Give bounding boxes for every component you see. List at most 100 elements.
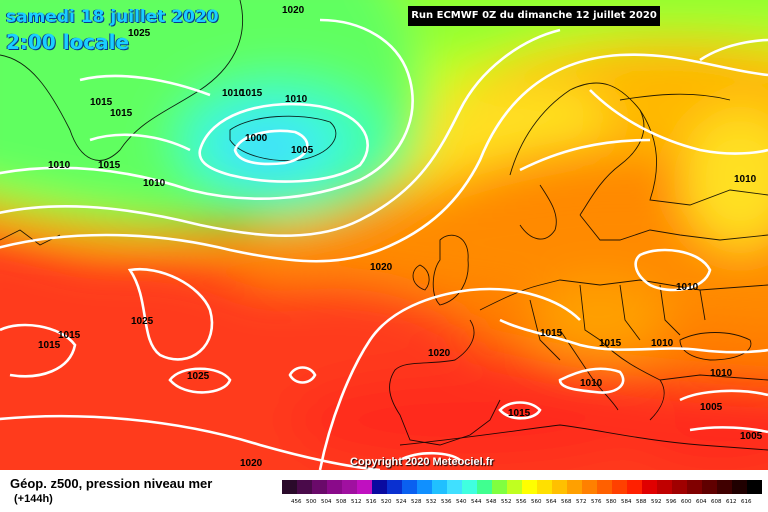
pressure-label: 1010 (580, 378, 603, 389)
color-scale-label: 572 (576, 499, 587, 505)
color-swatch (372, 480, 387, 494)
color-scale-label: 560 (531, 499, 542, 505)
color-swatch (522, 480, 537, 494)
color-swatch (297, 480, 312, 494)
color-swatch (732, 480, 747, 494)
pressure-label: 1010 (734, 174, 757, 185)
color-swatch (462, 480, 477, 494)
color-scale-label: 536 (441, 499, 452, 505)
pressure-label: 1010 (48, 160, 71, 171)
color-scale-label: 532 (426, 499, 437, 505)
color-swatch (642, 480, 657, 494)
color-scale-label: 512 (351, 499, 362, 505)
color-swatch (687, 480, 702, 494)
color-swatch (477, 480, 492, 494)
color-swatch (702, 480, 717, 494)
pressure-label: 1015 (38, 340, 61, 351)
color-scale-label: 564 (546, 499, 557, 505)
color-swatch (417, 480, 432, 494)
run-info-box: Run ECMWF 0Z du dimanche 12 juillet 2020 (408, 6, 660, 26)
color-swatch (747, 480, 762, 494)
isobars (0, 18, 768, 470)
color-swatch (537, 480, 552, 494)
color-swatch (432, 480, 447, 494)
pressure-label: 1010 (143, 178, 166, 189)
color-scale-label: 540 (456, 499, 467, 505)
color-swatch (612, 480, 627, 494)
color-swatch (507, 480, 522, 494)
color-scale-label: 604 (696, 499, 707, 505)
pressure-label: 1015 (599, 338, 622, 349)
pressure-label: 1020 (370, 262, 393, 273)
color-swatch (492, 480, 507, 494)
pressure-label: 1020 (428, 348, 451, 359)
pressure-label: 1000 (245, 133, 268, 144)
pressure-label: 1010 (651, 338, 674, 349)
color-swatch (402, 480, 417, 494)
pressure-label: 1015 (90, 97, 113, 108)
color-swatch (627, 480, 642, 494)
pressure-label: 1015 (98, 160, 121, 171)
color-scale-label: 568 (561, 499, 572, 505)
color-scale-label: 580 (606, 499, 617, 505)
pressure-label: 1010 (285, 94, 308, 105)
pressure-label: 1015 (110, 108, 133, 119)
color-scale-label: 548 (486, 499, 497, 505)
lead-time-label: (+144h) (14, 493, 53, 505)
color-swatch (597, 480, 612, 494)
color-scale-label: 588 (636, 499, 647, 505)
color-scale-label: 576 (591, 499, 602, 505)
pressure-label: 1005 (700, 402, 723, 413)
color-swatch (717, 480, 732, 494)
color-swatch (582, 480, 597, 494)
color-scale-label: 616 (741, 499, 752, 505)
color-swatch (342, 480, 357, 494)
pressure-label: 1005 (740, 431, 763, 442)
color-scale-labels: 456 500 504 508 512 516 520 524 528 532 536 540 544 5… (282, 499, 762, 511)
forecast-time: 2:00 locale (6, 30, 130, 54)
color-scale-label: 608 (711, 499, 722, 505)
color-swatch (447, 480, 462, 494)
color-scale-label: 552 (501, 499, 512, 505)
color-swatch (282, 480, 297, 494)
color-swatch (327, 480, 342, 494)
pressure-label: 1025 (187, 371, 210, 382)
color-scale (282, 480, 762, 494)
color-scale-label: 520 (381, 499, 392, 505)
forecast-date: samedi 18 juillet 2020 (6, 7, 219, 27)
color-scale-label: 612 (726, 499, 737, 505)
color-swatch (357, 480, 372, 494)
color-swatch (657, 480, 672, 494)
weather-map (0, 0, 768, 470)
color-scale-label: 592 (651, 499, 662, 505)
color-scale-label: 504 (321, 499, 332, 505)
color-scale-label: 500 (306, 499, 317, 505)
color-scale-label: 516 (366, 499, 377, 505)
pressure-label: 1010 (222, 88, 245, 99)
color-scale-label: 600 (681, 499, 692, 505)
pressure-label: 1015 (58, 330, 81, 341)
color-scale-label: 456 (291, 499, 302, 505)
color-swatch (552, 480, 567, 494)
color-swatch (312, 480, 327, 494)
pressure-label: 1020 (282, 5, 305, 16)
pressure-label: 1015 (508, 408, 531, 419)
pressure-label: 1010 (710, 368, 733, 379)
color-scale-label: 596 (666, 499, 677, 505)
color-scale-label: 508 (336, 499, 347, 505)
copyright: Copyright 2020 Meteociel.fr (350, 456, 494, 468)
coastlines (0, 0, 768, 451)
pressure-label: 1015 (240, 88, 263, 99)
color-scale-label: 584 (621, 499, 632, 505)
color-swatch (672, 480, 687, 494)
pressure-label: 1020 (240, 458, 263, 469)
pressure-label: 1025 (131, 316, 154, 327)
pressure-label: 1025 (128, 28, 151, 39)
color-swatch (387, 480, 402, 494)
color-scale-label: 528 (411, 499, 422, 505)
color-scale-label: 544 (471, 499, 482, 505)
parameter-label: Géop. z500, pression niveau mer (10, 476, 213, 491)
color-scale-label: 524 (396, 499, 407, 505)
pressure-label: 1010 (676, 282, 699, 293)
color-swatch (567, 480, 582, 494)
